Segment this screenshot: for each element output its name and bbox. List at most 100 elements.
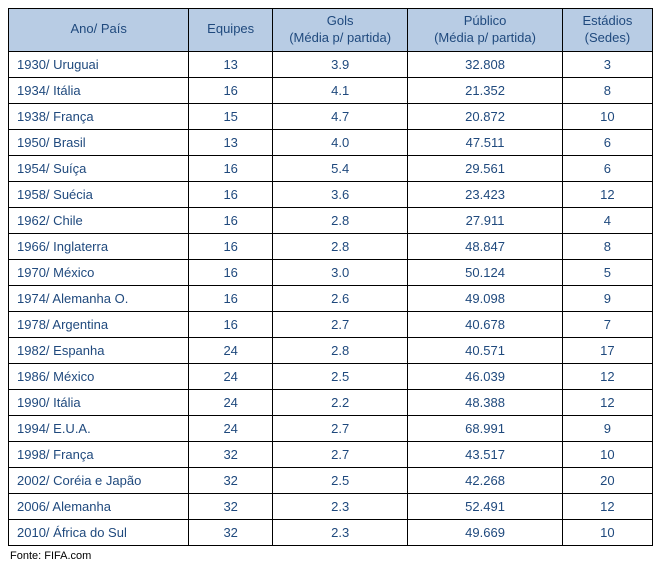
cell-stadiums: 12 xyxy=(562,389,652,415)
cell-country: 1930/ Uruguai xyxy=(9,51,189,77)
cell-country: 2006/ Alemanha xyxy=(9,493,189,519)
cell-goals: 4.0 xyxy=(273,129,408,155)
header-label: Equipes xyxy=(207,21,254,36)
header-goals: Gols (Média p/ partida) xyxy=(273,9,408,52)
cell-country: 1990/ Itália xyxy=(9,389,189,415)
cell-goals: 2.2 xyxy=(273,389,408,415)
cell-goals: 3.6 xyxy=(273,181,408,207)
cell-stadiums: 9 xyxy=(562,415,652,441)
cell-goals: 2.8 xyxy=(273,233,408,259)
cell-country: 1958/ Suécia xyxy=(9,181,189,207)
cell-public: 43.517 xyxy=(408,441,563,467)
cell-country: 1994/ E.U.A. xyxy=(9,415,189,441)
cell-stadiums: 7 xyxy=(562,311,652,337)
cell-country: 1982/ Espanha xyxy=(9,337,189,363)
table-row: 1950/ Brasil134.047.5116 xyxy=(9,129,653,155)
cell-teams: 15 xyxy=(189,103,273,129)
cell-public: 68.991 xyxy=(408,415,563,441)
cell-country: 1938/ França xyxy=(9,103,189,129)
cell-stadiums: 12 xyxy=(562,493,652,519)
cell-goals: 4.1 xyxy=(273,77,408,103)
cell-country: 1986/ México xyxy=(9,363,189,389)
cell-stadiums: 3 xyxy=(562,51,652,77)
header-public: Público (Média p/ partida) xyxy=(408,9,563,52)
header-country: Ano/ País xyxy=(9,9,189,52)
cell-public: 49.669 xyxy=(408,519,563,545)
cell-country: 1954/ Suíça xyxy=(9,155,189,181)
cell-public: 50.124 xyxy=(408,259,563,285)
cell-country: 1974/ Alemanha O. xyxy=(9,285,189,311)
header-stadiums: Estádios (Sedes) xyxy=(562,9,652,52)
table-row: 1970/ México163.050.1245 xyxy=(9,259,653,285)
cell-goals: 5.4 xyxy=(273,155,408,181)
cell-stadiums: 17 xyxy=(562,337,652,363)
table-row: 1934/ Itália164.121.3528 xyxy=(9,77,653,103)
cell-stadiums: 10 xyxy=(562,441,652,467)
cell-goals: 2.3 xyxy=(273,519,408,545)
table-row: 1938/ França154.720.87210 xyxy=(9,103,653,129)
cell-public: 46.039 xyxy=(408,363,563,389)
cell-teams: 32 xyxy=(189,519,273,545)
cell-country: 2010/ África do Sul xyxy=(9,519,189,545)
cell-teams: 16 xyxy=(189,285,273,311)
cell-country: 1970/ México xyxy=(9,259,189,285)
header-sublabel: (Média p/ partida) xyxy=(289,30,391,45)
table-row: 1994/ E.U.A.242.768.9919 xyxy=(9,415,653,441)
header-sublabel: (Sedes) xyxy=(585,30,631,45)
table-row: 1930/ Uruguai133.932.8083 xyxy=(9,51,653,77)
cell-country: 1934/ Itália xyxy=(9,77,189,103)
cell-country: 1966/ Inglaterra xyxy=(9,233,189,259)
cell-goals: 2.7 xyxy=(273,311,408,337)
table-row: 1998/ França322.743.51710 xyxy=(9,441,653,467)
header-label: Gols xyxy=(327,13,354,28)
cell-teams: 16 xyxy=(189,311,273,337)
cell-stadiums: 5 xyxy=(562,259,652,285)
cell-teams: 16 xyxy=(189,259,273,285)
cell-public: 32.808 xyxy=(408,51,563,77)
header-label: Público xyxy=(464,13,507,28)
table-row: 1974/ Alemanha O.162.649.0989 xyxy=(9,285,653,311)
cell-stadiums: 12 xyxy=(562,363,652,389)
header-sublabel: (Média p/ partida) xyxy=(434,30,536,45)
cell-teams: 32 xyxy=(189,441,273,467)
cell-stadiums: 8 xyxy=(562,233,652,259)
table-row: 1990/ Itália242.248.38812 xyxy=(9,389,653,415)
cell-stadiums: 12 xyxy=(562,181,652,207)
table-row: 2010/ África do Sul322.349.66910 xyxy=(9,519,653,545)
cell-public: 40.571 xyxy=(408,337,563,363)
cell-public: 21.352 xyxy=(408,77,563,103)
table-body: 1930/ Uruguai133.932.80831934/ Itália164… xyxy=(9,51,653,545)
cell-public: 40.678 xyxy=(408,311,563,337)
cell-public: 42.268 xyxy=(408,467,563,493)
cell-public: 47.511 xyxy=(408,129,563,155)
table-header: Ano/ País Equipes Gols (Média p/ partida… xyxy=(9,9,653,52)
table-row: 1962/ Chile162.827.9114 xyxy=(9,207,653,233)
cell-goals: 2.8 xyxy=(273,207,408,233)
table-row: 1966/ Inglaterra162.848.8478 xyxy=(9,233,653,259)
cell-goals: 2.8 xyxy=(273,337,408,363)
cell-country: 1962/ Chile xyxy=(9,207,189,233)
source-citation: Fonte: FIFA.com xyxy=(8,550,653,562)
cell-public: 49.098 xyxy=(408,285,563,311)
cell-public: 20.872 xyxy=(408,103,563,129)
table-row: 1958/ Suécia163.623.42312 xyxy=(9,181,653,207)
cell-stadiums: 4 xyxy=(562,207,652,233)
header-teams: Equipes xyxy=(189,9,273,52)
cell-public: 52.491 xyxy=(408,493,563,519)
cell-country: 1998/ França xyxy=(9,441,189,467)
cell-stadiums: 9 xyxy=(562,285,652,311)
table-row: 2002/ Coréia e Japão322.542.26820 xyxy=(9,467,653,493)
cell-public: 23.423 xyxy=(408,181,563,207)
cell-teams: 16 xyxy=(189,233,273,259)
header-label: Ano/ País xyxy=(70,21,126,36)
cell-goals: 4.7 xyxy=(273,103,408,129)
cell-teams: 24 xyxy=(189,363,273,389)
cell-goals: 2.3 xyxy=(273,493,408,519)
table-row: 1986/ México242.546.03912 xyxy=(9,363,653,389)
cell-teams: 32 xyxy=(189,467,273,493)
cell-stadiums: 8 xyxy=(562,77,652,103)
cell-teams: 24 xyxy=(189,337,273,363)
cell-goals: 3.0 xyxy=(273,259,408,285)
cell-goals: 2.7 xyxy=(273,415,408,441)
cell-teams: 13 xyxy=(189,51,273,77)
